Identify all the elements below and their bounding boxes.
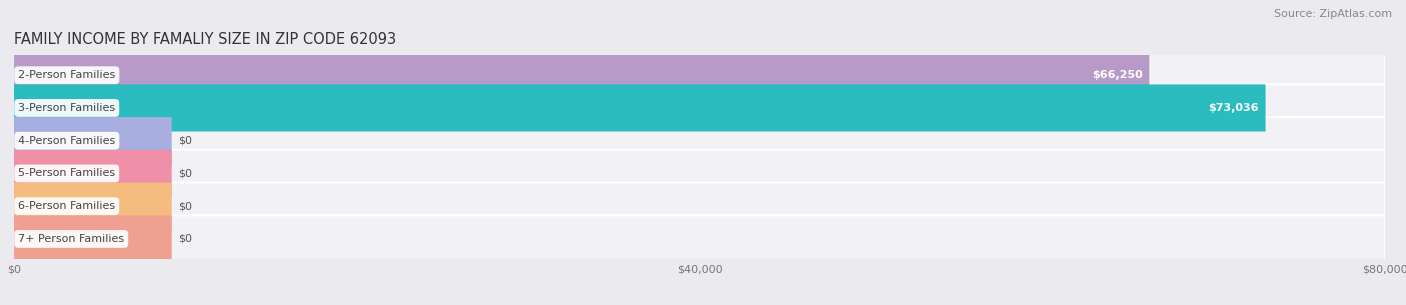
FancyBboxPatch shape xyxy=(14,215,172,263)
Text: $73,036: $73,036 xyxy=(1208,103,1258,113)
Text: $0: $0 xyxy=(179,136,193,146)
FancyBboxPatch shape xyxy=(14,84,1385,131)
FancyBboxPatch shape xyxy=(14,84,1265,131)
Text: 5-Person Families: 5-Person Families xyxy=(18,168,115,178)
Text: 2-Person Families: 2-Person Families xyxy=(18,70,115,80)
FancyBboxPatch shape xyxy=(14,150,1385,197)
FancyBboxPatch shape xyxy=(14,52,1385,99)
Text: Source: ZipAtlas.com: Source: ZipAtlas.com xyxy=(1274,9,1392,19)
Text: 3-Person Families: 3-Person Families xyxy=(18,103,115,113)
FancyBboxPatch shape xyxy=(14,215,1385,263)
Text: $0: $0 xyxy=(179,234,193,244)
Text: 7+ Person Families: 7+ Person Families xyxy=(18,234,124,244)
Text: $0: $0 xyxy=(179,168,193,178)
FancyBboxPatch shape xyxy=(14,117,172,164)
FancyBboxPatch shape xyxy=(14,183,172,230)
FancyBboxPatch shape xyxy=(14,117,1385,164)
FancyBboxPatch shape xyxy=(14,183,1385,230)
Text: $0: $0 xyxy=(179,201,193,211)
Text: $66,250: $66,250 xyxy=(1091,70,1143,80)
Text: FAMILY INCOME BY FAMALIY SIZE IN ZIP CODE 62093: FAMILY INCOME BY FAMALIY SIZE IN ZIP COD… xyxy=(14,32,396,47)
FancyBboxPatch shape xyxy=(14,52,1149,99)
FancyBboxPatch shape xyxy=(14,150,172,197)
Text: 6-Person Families: 6-Person Families xyxy=(18,201,115,211)
Text: 4-Person Families: 4-Person Families xyxy=(18,136,115,146)
